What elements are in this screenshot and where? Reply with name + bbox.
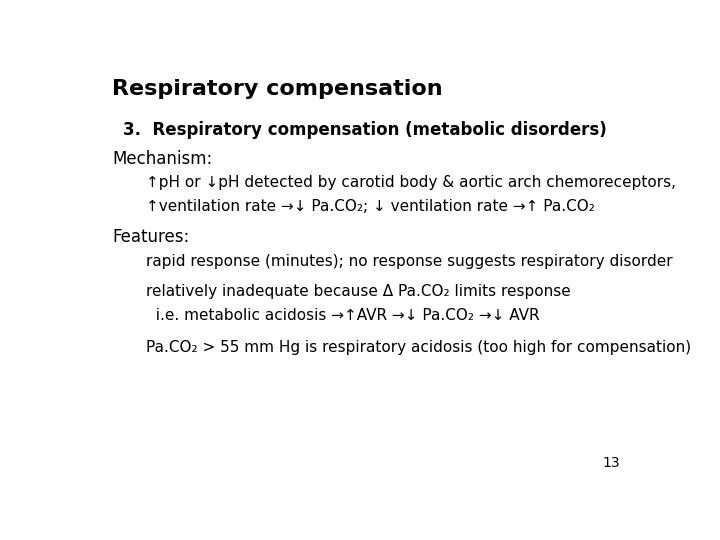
Text: 3.  Respiratory compensation (metabolic disorders): 3. Respiratory compensation (metabolic d… <box>124 121 607 139</box>
Text: ↑pH or ↓pH detected by carotid body & aortic arch chemoreceptors,: ↑pH or ↓pH detected by carotid body & ao… <box>145 175 676 190</box>
Text: relatively inadequate because Δ Pa.CO₂ limits response: relatively inadequate because Δ Pa.CO₂ l… <box>145 284 570 299</box>
Text: 13: 13 <box>603 456 620 470</box>
Text: Respiratory compensation: Respiratory compensation <box>112 79 443 99</box>
Text: Features:: Features: <box>112 228 189 246</box>
Text: i.e. metabolic acidosis →↑AVR →↓ Pa.CO₂ →↓ AVR: i.e. metabolic acidosis →↑AVR →↓ Pa.CO₂ … <box>145 308 539 323</box>
Text: Pa.CO₂ > 55 mm Hg is respiratory acidosis (too high for compensation): Pa.CO₂ > 55 mm Hg is respiratory acidosi… <box>145 340 691 355</box>
Text: ↑ventilation rate →↓ Pa.CO₂; ↓ ventilation rate →↑ Pa.CO₂: ↑ventilation rate →↓ Pa.CO₂; ↓ ventilati… <box>145 199 595 214</box>
Text: Mechanism:: Mechanism: <box>112 150 212 168</box>
Text: rapid response (minutes); no response suggests respiratory disorder: rapid response (minutes); no response su… <box>145 254 672 269</box>
